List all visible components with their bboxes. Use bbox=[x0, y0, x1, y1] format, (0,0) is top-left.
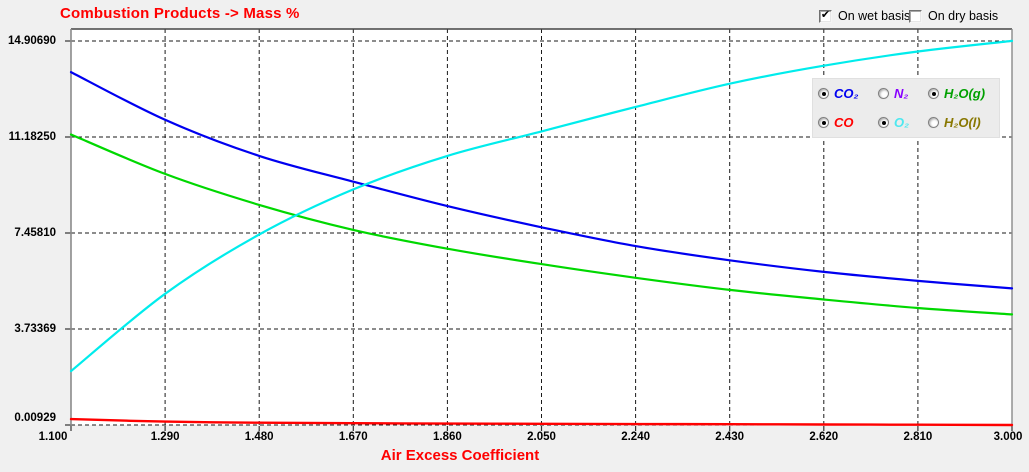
y-tick-label: 3.73369 bbox=[14, 323, 56, 335]
dry-basis-option[interactable]: ✔ On dry basis bbox=[909, 9, 998, 23]
x-tick-label: 1.480 bbox=[244, 431, 274, 443]
curve-O2 bbox=[69, 39, 1014, 373]
y-tick-label: 7.45810 bbox=[14, 226, 56, 239]
legend-label-h2o-gas: H₂O(g) bbox=[944, 86, 986, 101]
x-tick-label: 1.860 bbox=[433, 431, 462, 443]
x-axis-title: Air Excess Coefficient bbox=[380, 447, 540, 464]
x-tick-label: 2.240 bbox=[621, 431, 650, 443]
y-tick-label: 11.18250 bbox=[8, 130, 56, 143]
legend-label-h2o-liquid: H₂O(l) bbox=[944, 115, 981, 130]
legend-label-co2: CO₂ bbox=[834, 86, 859, 101]
wet-basis-checkbox[interactable]: ✔ bbox=[819, 8, 832, 23]
wet-basis-label: On wet basis bbox=[838, 9, 911, 23]
checkmark-icon: ✔ bbox=[820, 8, 831, 21]
wet-basis-option[interactable]: ✔ On wet basis bbox=[819, 9, 910, 23]
legend-item-h2o-g[interactable]: H₂O(g) bbox=[928, 86, 1004, 101]
curve-CO bbox=[69, 417, 1014, 427]
chart-title: Combustion Products -> Mass % bbox=[60, 5, 300, 22]
series-legend: CO₂ N₂ H₂O(g) CO O₂ H₂O(l) bbox=[812, 78, 1000, 138]
legend-label-o2: O₂ bbox=[894, 115, 910, 130]
radio-o2[interactable] bbox=[878, 117, 889, 128]
x-tick-label: 2.620 bbox=[809, 431, 839, 443]
radio-co[interactable] bbox=[818, 117, 829, 128]
x-tick-label: 2.810 bbox=[903, 431, 933, 443]
radio-co2[interactable] bbox=[818, 88, 829, 99]
legend-label-co: CO bbox=[834, 115, 854, 130]
legend-item-n2[interactable]: N₂ bbox=[878, 86, 928, 101]
legend-item-o2[interactable]: O₂ bbox=[878, 115, 928, 130]
x-tick-label: 2.430 bbox=[715, 431, 745, 443]
legend-item-co2[interactable]: CO₂ bbox=[818, 86, 878, 101]
y-tick-label: 14.90690 bbox=[8, 35, 56, 47]
x-tick-label: 1.100 bbox=[38, 431, 68, 443]
dry-basis-checkbox[interactable]: ✔ bbox=[909, 9, 922, 23]
x-tick-label: 3.000 bbox=[993, 431, 1023, 443]
legend-label-n2: N₂ bbox=[894, 86, 909, 101]
legend-item-co[interactable]: CO bbox=[818, 115, 878, 130]
x-tick-label: 2.050 bbox=[527, 431, 556, 443]
dry-basis-label: On dry basis bbox=[928, 9, 999, 23]
radio-h2o-gas[interactable] bbox=[928, 88, 939, 99]
x-tick-label: 1.290 bbox=[150, 431, 180, 443]
radio-h2o-liquid[interactable] bbox=[928, 117, 939, 128]
x-tick-label: 1.670 bbox=[338, 431, 368, 443]
radio-n2[interactable] bbox=[878, 88, 889, 99]
y-tick-label: 0.00929 bbox=[14, 412, 56, 424]
curve-H2O(g) bbox=[69, 133, 1014, 316]
curve-CO2 bbox=[69, 71, 1014, 290]
legend-item-h2o-l[interactable]: H₂O(l) bbox=[928, 115, 1004, 130]
